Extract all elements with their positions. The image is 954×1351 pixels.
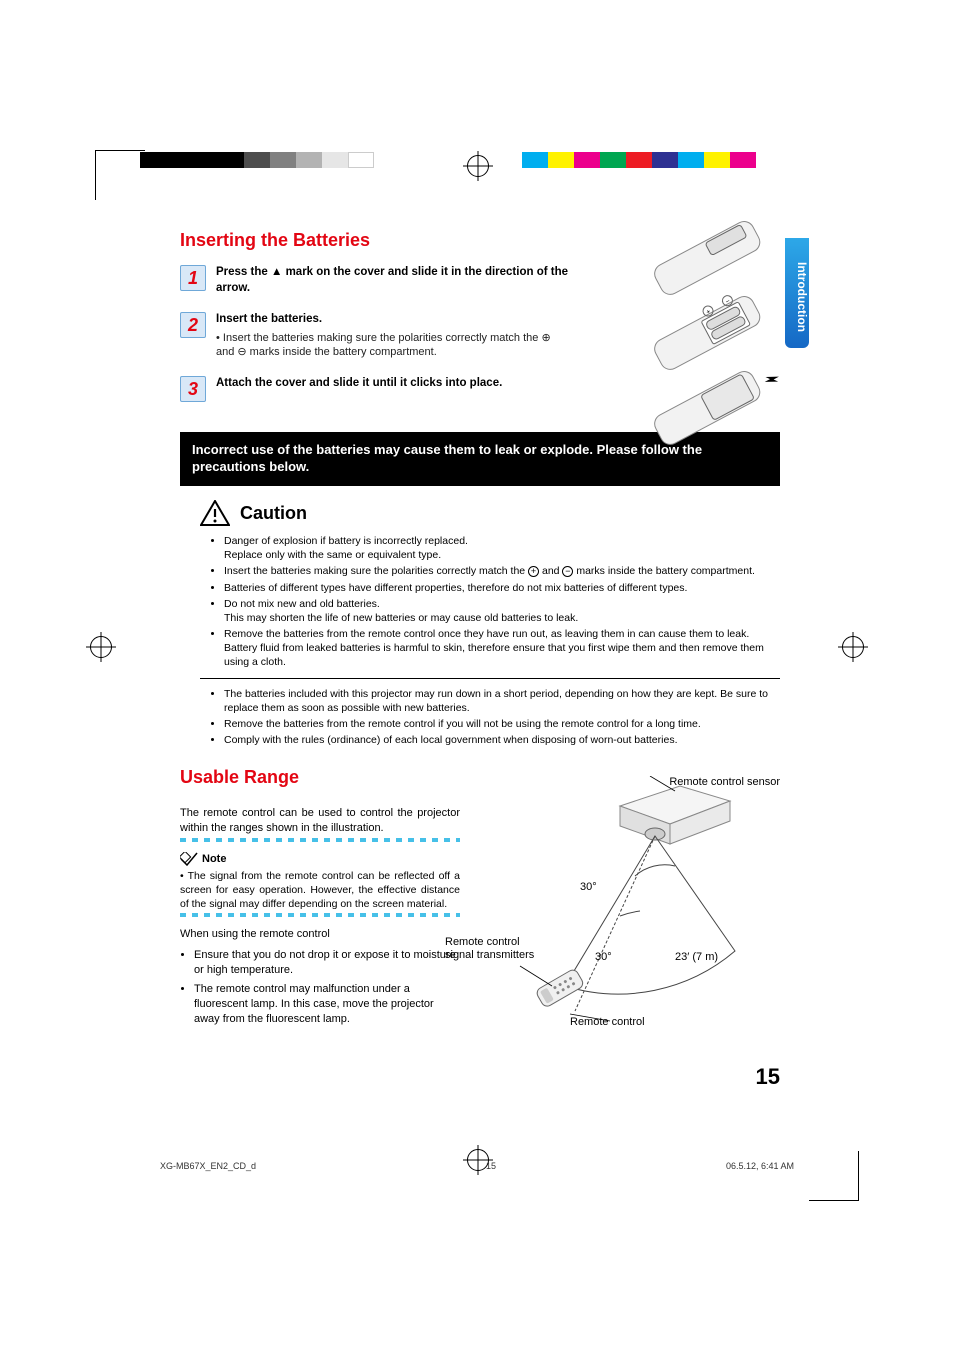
steps-list: 1 Press the ▲ mark on the cover and slid… [180,265,570,402]
page-content: Inserting the Batteries + − 1 Press the … [180,230,780,1030]
step-number: 2 [180,312,206,338]
battery-insertion-illustration: + − [620,215,780,445]
note-icon [180,852,198,866]
print-footer: XG-MB67X_EN2_CD_d 15 06.5.12, 6:41 AM [160,1161,794,1171]
list-item: The remote control may malfunction under… [194,982,460,1027]
list-item: Batteries of different types have differ… [224,581,780,595]
usable-range-diagram [480,776,780,1036]
list-item: Ensure that you do not drop it or expose… [194,948,460,978]
step-2: 2 Insert the batteries. • Insert the bat… [180,312,570,360]
step-number: 3 [180,376,206,402]
step-number: 1 [180,265,206,291]
step-title: Insert the batteries. [216,312,570,328]
distance-label: 23′ (7 m) [675,951,718,963]
crop-mark-br [809,1151,859,1201]
list-item: Remove the batteries from the remote con… [224,717,780,731]
footer-file: XG-MB67X_EN2_CD_d [160,1161,256,1171]
list-item: The batteries included with this project… [224,687,780,715]
registration-mark-right [842,636,864,658]
footer-page: 15 [486,1161,496,1171]
usable-intro-text: The remote control can be used to contro… [180,806,460,836]
step-subtext: • Insert the batteries making sure the p… [216,331,570,361]
list-item: Remove the batteries from the remote con… [224,627,780,670]
registration-mark-left [90,636,112,658]
angle-label-2: 30° [595,951,612,963]
step-3: 3 Attach the cover and slide it until it… [180,376,570,402]
caution-label: Caution [240,503,307,524]
step-1: 1 Press the ▲ mark on the cover and slid… [180,265,570,296]
caution-icon [200,500,230,526]
step-title: Press the ▲ mark on the cover and slide … [216,266,568,294]
gray-calibration-bar [140,152,374,168]
remote-label: Remote control [570,1016,645,1028]
footer-date: 06.5.12, 6:41 AM [726,1161,794,1171]
section-tab: Introduction [785,238,809,348]
crop-mark-tl [95,150,145,200]
transmitters-label: Remote control signal transmitters [445,936,535,962]
caution-bullets-1: Danger of explosion if battery is incorr… [210,534,780,670]
angle-label-1: 30° [580,881,597,893]
note-label: Note [202,852,226,867]
list-item: Comply with the rules (ordinance) of eac… [224,733,780,747]
registration-mark-top [467,155,489,177]
caution-header: Caution [200,500,780,526]
when-using-title: When using the remote control [180,927,460,942]
color-calibration-bar [522,152,756,168]
step-title: Attach the cover and slide it until it c… [216,376,502,392]
list-item: Danger of explosion if battery is incorr… [224,534,780,562]
page-number: 15 [756,1064,780,1090]
list-item: Insert the batteries making sure the pol… [224,564,780,578]
separator [200,678,780,679]
zigzag-separator [180,838,460,842]
caution-bullets-2: The batteries included with this project… [210,687,780,748]
list-item: Do not mix new and old batteries.This ma… [224,597,780,625]
note-text: • The signal from the remote control can… [180,869,460,912]
zigzag-separator [180,913,460,917]
